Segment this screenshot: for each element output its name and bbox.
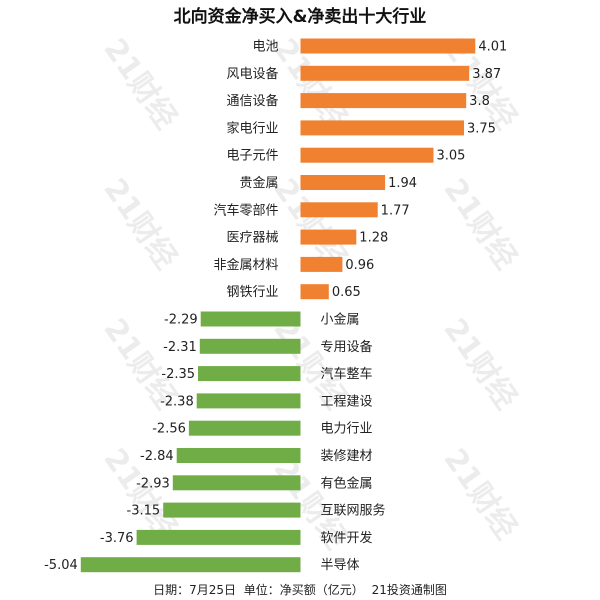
footer-source: 21投资通制图: [371, 583, 447, 597]
bar-工程建设: [196, 393, 301, 409]
value-label: -2.31: [163, 340, 197, 355]
value-label: -2.93: [136, 476, 170, 491]
bar-家电行业: [300, 120, 464, 136]
value-label: -2.84: [140, 449, 174, 464]
category-label: 电子元件: [226, 149, 278, 164]
category-label: 汽车零部件: [213, 202, 278, 218]
value-label: -2.56: [152, 422, 186, 437]
value-label: -2.35: [161, 367, 195, 382]
category-label: 非金属材料: [213, 257, 278, 273]
bar-电力行业: [188, 420, 301, 436]
value-label: 3.87: [472, 67, 501, 82]
bar-风电设备: [300, 65, 470, 81]
value-label: -2.38: [160, 394, 194, 409]
category-label: 汽车整车: [321, 366, 373, 382]
category-label: 软件开发: [321, 530, 373, 546]
value-label: 0.65: [332, 285, 361, 300]
category-label: 装修建材: [321, 449, 373, 464]
bar-汽车零部件: [300, 202, 378, 218]
chart-footer: 日期：7月25日 单位：净买额（亿元） 21投资通制图: [0, 581, 600, 598]
bar-电子元件: [300, 147, 434, 163]
value-label: -5.04: [44, 558, 78, 573]
category-label: 有色金属: [321, 475, 373, 491]
bar-装修建材: [176, 448, 301, 463]
value-label: 4.01: [478, 40, 507, 55]
value-label: 3.05: [436, 149, 465, 164]
category-label: 小金属: [321, 312, 360, 328]
value-label: 1.94: [388, 176, 417, 191]
category-label: 贵金属: [239, 175, 278, 191]
category-label: 家电行业: [226, 120, 278, 136]
bar-小金属: [200, 311, 301, 327]
bar-半导体: [80, 557, 301, 573]
category-label: 专用设备: [321, 339, 373, 355]
value-label: -2.29: [164, 313, 198, 328]
footer-unit: 单位：净买额（亿元）: [243, 583, 364, 597]
bar-chart: 电池 4.01 风电设备 3.87 通信设备 3.8 家电行业 3.75 电子元件 3.05 贵金属…: [44, 38, 507, 573]
category-label: 风电设备: [226, 66, 278, 82]
bar-贵金属: [300, 175, 386, 190]
bar-专用设备: [199, 338, 301, 354]
category-label: 钢铁行业: [226, 285, 278, 300]
category-label: 医疗器械: [226, 231, 278, 246]
value-label: -3.15: [127, 504, 161, 519]
value-label: 0.96: [345, 258, 374, 273]
category-label: 电池: [252, 40, 278, 55]
category-label: 工程建设: [321, 394, 373, 409]
value-label: 1.77: [381, 203, 410, 218]
bar-医疗器械: [300, 229, 357, 245]
category-label: 电力行业: [321, 422, 373, 437]
category-label: 通信设备: [226, 93, 278, 109]
category-label: 半导体: [321, 558, 360, 573]
chart-title: 北向资金净买入&净卖出十大行业: [173, 7, 427, 27]
value-label: 1.28: [359, 231, 388, 246]
value-label: 3.75: [467, 121, 496, 136]
value-label: 3.8: [469, 94, 490, 109]
bar-电池: [300, 38, 476, 54]
bar-互联网服务: [163, 502, 301, 518]
bar-汽车整车: [198, 366, 301, 382]
bar-通信设备: [300, 93, 467, 109]
bar-有色金属: [172, 475, 301, 491]
value-label: -3.76: [100, 531, 134, 546]
category-label: 互联网服务: [321, 503, 386, 519]
bar-软件开发: [136, 529, 301, 545]
footer-date: 日期：7月25日: [153, 583, 236, 597]
bar-非金属材料: [300, 256, 343, 272]
bar-钢铁行业: [300, 284, 329, 300]
